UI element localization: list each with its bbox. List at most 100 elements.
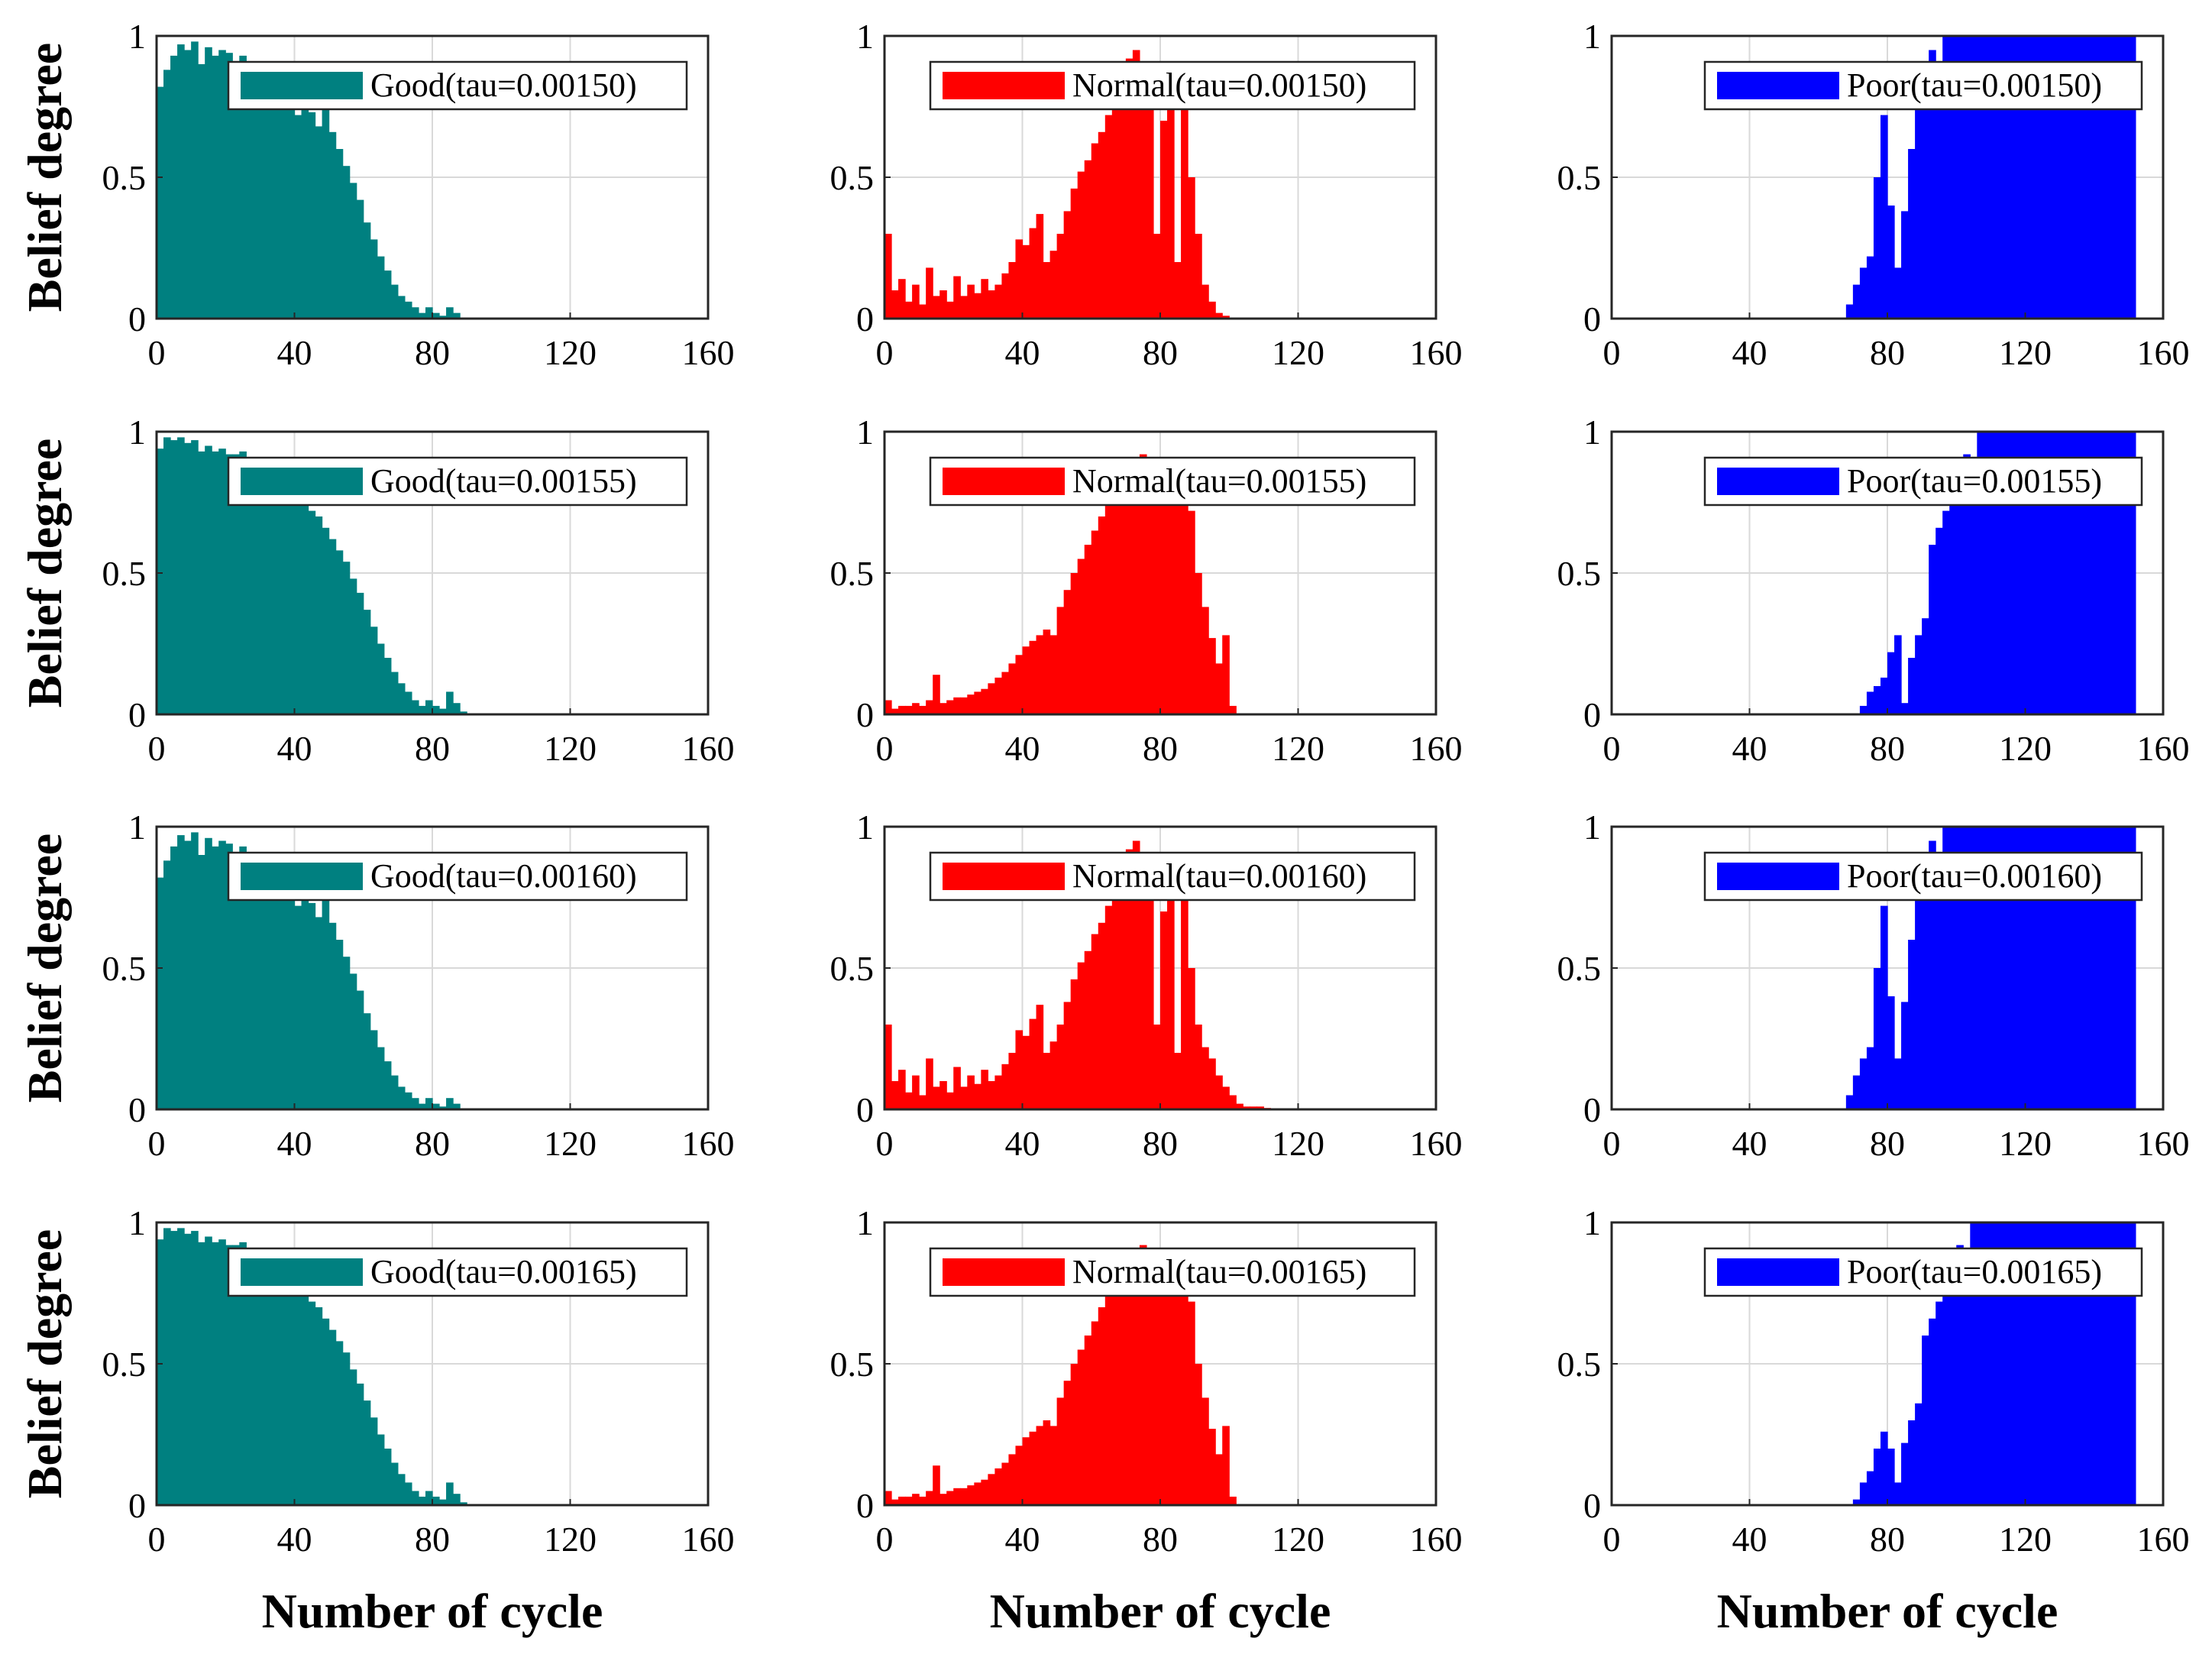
bar (905, 705, 913, 714)
bar (2107, 432, 2116, 714)
bar (1949, 1273, 1957, 1505)
bar (1873, 968, 1881, 1109)
subplot-good-1: 0 40 80 120 160 0 0.5 1 Good(tau=0.00150) (102, 17, 735, 372)
bar (1098, 1307, 1106, 1505)
bar (1901, 1002, 1909, 1109)
bar (1201, 1397, 1209, 1505)
x-tick-label: 0 (1603, 333, 1621, 372)
legend-swatch (943, 468, 1065, 495)
bar (1029, 640, 1037, 714)
bar (1056, 1397, 1065, 1505)
bar (287, 98, 296, 319)
bar (1243, 1106, 1250, 1109)
bar (884, 1025, 892, 1109)
bar (1873, 1449, 1881, 1505)
bar (370, 1030, 378, 1109)
bar (919, 1095, 927, 1109)
bar (1188, 968, 1195, 1109)
bar (1949, 827, 1957, 1109)
bar (301, 1293, 309, 1505)
bar (1029, 228, 1037, 319)
x-tick-label: 0 (876, 1520, 894, 1559)
bar (163, 860, 171, 1109)
bar (953, 697, 961, 714)
bar (404, 301, 412, 319)
x-tick-label: 120 (1272, 1520, 1324, 1559)
bar (1887, 652, 1895, 714)
bar (1043, 1420, 1051, 1505)
bar (1118, 465, 1127, 714)
y-tick-label: 0 (856, 1486, 874, 1525)
bar (2045, 827, 2054, 1109)
bar (328, 131, 337, 319)
bar (1153, 462, 1161, 714)
bar (1908, 1420, 1916, 1505)
bar (1984, 1222, 1991, 1505)
bar (2059, 1222, 2068, 1505)
bar-series-good (157, 437, 467, 714)
bar (2018, 432, 2026, 714)
bar (267, 1261, 275, 1505)
bar (1015, 239, 1024, 319)
bar (390, 284, 399, 319)
bar (2080, 827, 2088, 1109)
x-tick-label: 40 (1732, 729, 1767, 768)
bar (974, 691, 981, 714)
bar (2045, 1222, 2054, 1505)
bar (1015, 1030, 1024, 1109)
x-tick-label: 160 (682, 1520, 735, 1559)
bar (177, 44, 185, 319)
bar (2087, 432, 2095, 714)
bar (2121, 432, 2130, 714)
bar (919, 1496, 927, 1505)
bar (342, 562, 351, 714)
bar (933, 675, 940, 714)
bar (1236, 1103, 1243, 1109)
bar (1195, 1364, 1202, 1505)
bar (1098, 922, 1106, 1109)
y-tick-label: 0.5 (830, 158, 875, 197)
bar (273, 1268, 282, 1505)
bar (328, 539, 337, 714)
bar (2059, 36, 2068, 319)
bar (328, 922, 337, 1109)
bar (905, 1496, 913, 1505)
bar (1977, 827, 1984, 1109)
bar (1997, 1222, 2006, 1505)
bar (1222, 1426, 1230, 1505)
bar (2114, 432, 2123, 714)
x-tick-label: 80 (1143, 1520, 1178, 1559)
bar (253, 462, 260, 714)
bar (2080, 432, 2088, 714)
legend-label: Poor(tau=0.00160) (1847, 857, 2102, 895)
legend: Poor(tau=0.00150) (1703, 60, 2143, 111)
bar (2128, 36, 2136, 319)
legend: Poor(tau=0.00155) (1703, 456, 2143, 507)
bar (356, 199, 364, 319)
bar (1887, 996, 1895, 1109)
bar (1001, 1462, 1010, 1505)
bar (933, 1086, 940, 1109)
legend-label: Good(tau=0.00160) (370, 857, 637, 895)
bar (2128, 1222, 2136, 1505)
y-tick-label: 0 (128, 1090, 146, 1129)
bar (891, 1499, 899, 1505)
bar (1111, 1273, 1120, 1505)
bar (1215, 312, 1223, 319)
bar (946, 1092, 954, 1109)
x-tick-label: 0 (1603, 1520, 1621, 1559)
x-axis-title: Number of cycle (1717, 1584, 2058, 1638)
bar (2114, 827, 2123, 1109)
bar (1963, 36, 1971, 319)
bar (2087, 36, 2095, 319)
bar (1104, 1290, 1113, 1505)
y-tick-label: 0.5 (102, 949, 147, 988)
bar (1215, 1454, 1223, 1505)
bar (1160, 911, 1168, 1109)
bar (1125, 849, 1133, 1109)
x-tick-label: 80 (1143, 333, 1178, 372)
bar (170, 1231, 178, 1505)
bar (1022, 1035, 1030, 1109)
x-tick-label: 80 (415, 1124, 450, 1163)
bar (1160, 1256, 1168, 1505)
